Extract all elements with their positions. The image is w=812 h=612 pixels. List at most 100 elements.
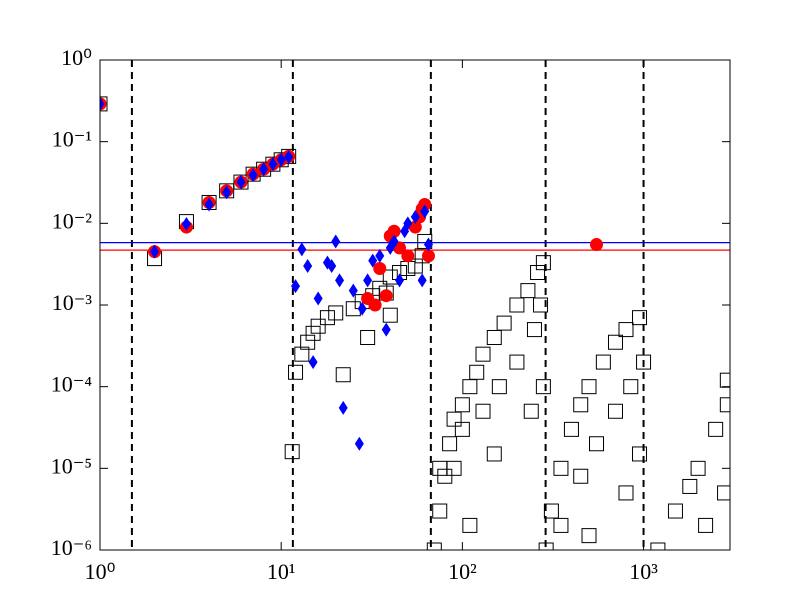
diamond-marker (291, 279, 301, 294)
diamond-marker (417, 273, 427, 288)
circle-marker (590, 238, 604, 252)
square-marker (682, 478, 698, 494)
diamond-marker (375, 248, 385, 263)
diamond-marker (423, 237, 433, 252)
square-marker (100, 96, 108, 112)
square-marker (319, 310, 335, 326)
diamond-marker (259, 162, 269, 177)
diamond-marker (331, 234, 341, 249)
x-tick-label: 10³ (629, 559, 658, 584)
square-marker (462, 517, 478, 533)
square-marker (523, 403, 539, 419)
square-marker (708, 421, 724, 437)
square-marker (553, 517, 569, 533)
square-marker (719, 397, 730, 413)
diamond-marker (222, 185, 232, 200)
square-marker (454, 421, 470, 437)
square-marker (469, 364, 485, 380)
square-marker (288, 364, 304, 380)
square-marker (581, 379, 597, 395)
diamond-marker (327, 259, 337, 274)
diamond-marker (381, 322, 391, 337)
square-marker (491, 379, 507, 395)
square-marker (509, 354, 525, 370)
square-marker (618, 485, 634, 501)
diamond-marker (335, 273, 345, 288)
diamond-marker (403, 216, 413, 231)
square-marker (581, 528, 597, 544)
square-marker (442, 436, 458, 452)
square-marker (717, 485, 730, 501)
square-marker (535, 379, 551, 395)
circle-marker (379, 289, 393, 303)
square-marker (573, 468, 589, 484)
square-marker (690, 460, 706, 476)
square-marker (632, 310, 648, 326)
square-marker (360, 329, 376, 345)
y-tick-label: 10⁻⁵ (51, 453, 92, 478)
diamond-marker (181, 217, 191, 232)
diamond-marker (268, 157, 278, 172)
square-marker (475, 403, 491, 419)
circle-marker (401, 249, 415, 263)
diamond-marker (248, 168, 258, 183)
diamond-marker (313, 291, 323, 306)
square-marker (454, 397, 470, 413)
x-tick-label: 10¹ (267, 559, 296, 584)
square-marker (475, 346, 491, 362)
square-marker (589, 436, 605, 452)
diamond-marker (303, 259, 313, 274)
diamond-marker (354, 436, 364, 451)
x-tick-label: 10² (448, 559, 477, 584)
y-tick-label: 10⁻² (52, 208, 93, 233)
diamond-marker (100, 96, 105, 111)
y-tick-label: 10⁰ (61, 45, 92, 70)
diamond-marker (236, 175, 246, 190)
diamond-marker (338, 400, 348, 415)
y-tick-label: 10⁻¹ (52, 127, 92, 152)
square-marker (417, 233, 433, 249)
square-marker (636, 354, 652, 370)
square-marker (563, 421, 579, 437)
square-marker (607, 403, 623, 419)
square-marker (426, 542, 442, 550)
square-marker (698, 517, 714, 533)
square-marker (543, 503, 559, 519)
square-marker (623, 379, 639, 395)
diamond-marker (204, 197, 214, 212)
square-marker (446, 411, 462, 427)
square-marker (595, 354, 611, 370)
square-marker (446, 460, 462, 476)
square-marker (520, 283, 536, 299)
square-marker (538, 542, 554, 550)
square-marker (530, 265, 546, 281)
square-marker (496, 315, 512, 331)
square-marker (509, 297, 525, 313)
diamond-marker (150, 244, 160, 259)
diamond-marker (420, 204, 430, 219)
y-tick-label: 10⁻⁴ (51, 372, 93, 397)
diamond-marker (395, 273, 405, 288)
square-marker (284, 444, 300, 460)
square-marker (328, 305, 344, 321)
square-marker (294, 346, 310, 362)
diamond-marker (348, 283, 358, 298)
diamond-marker (276, 152, 286, 167)
diamond-marker (308, 355, 318, 370)
circle-marker (421, 249, 435, 263)
square-marker (533, 297, 549, 313)
square-marker (486, 446, 502, 462)
square-marker (310, 318, 326, 334)
diamond-marker (389, 234, 399, 249)
square-marker (300, 334, 316, 350)
square-marker (667, 503, 683, 519)
square-marker (535, 255, 551, 271)
circle-marker (368, 298, 382, 312)
square-marker (650, 542, 666, 550)
square-marker (573, 397, 589, 413)
diamond-marker (368, 253, 378, 268)
square-marker (618, 322, 634, 338)
